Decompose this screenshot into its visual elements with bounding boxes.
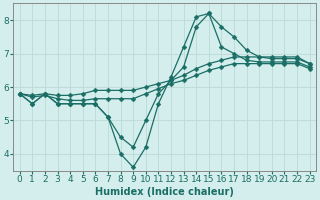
X-axis label: Humidex (Indice chaleur): Humidex (Indice chaleur) [95, 187, 234, 197]
